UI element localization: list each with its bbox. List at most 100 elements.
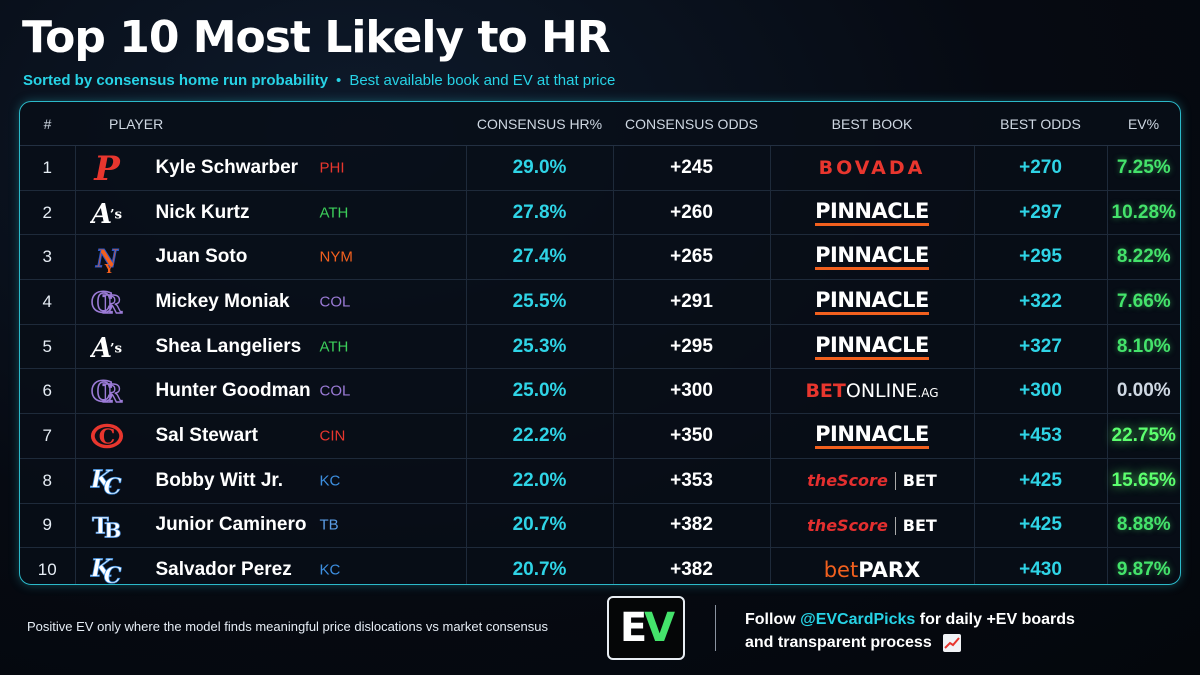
svg-text:K: K bbox=[90, 464, 114, 493]
thescore-logo-part: BET bbox=[902, 515, 937, 535]
ev-cell: 8.10% bbox=[1106, 323, 1180, 369]
svg-text:B: B bbox=[103, 517, 121, 542]
svg-text:A: A bbox=[90, 199, 112, 229]
col-header-rank: # bbox=[20, 102, 75, 146]
best-book-cell: PINNACLE bbox=[769, 189, 974, 235]
best-odds-cell: +297 bbox=[973, 189, 1107, 235]
thescore-logo-divider bbox=[894, 472, 896, 491]
thescore-logo-divider bbox=[894, 517, 896, 536]
best-book-cell: PINNACLE bbox=[769, 279, 974, 325]
svg-text:N: N bbox=[95, 244, 119, 273]
ev-cell: 9.87% bbox=[1106, 547, 1180, 584]
player-name: Bobby Witt Jr. bbox=[155, 469, 284, 491]
pinnacle-logo: PINNACLE bbox=[815, 200, 929, 226]
player-name: Nick Kurtz bbox=[155, 201, 250, 223]
team-abbr: COL bbox=[319, 382, 351, 400]
best-odds-cell: +425 bbox=[973, 457, 1107, 503]
ev-cell: 8.88% bbox=[1106, 502, 1180, 548]
best-odds-cell: +270 bbox=[973, 145, 1107, 191]
player-cell: A’s Nick Kurtz ATH bbox=[74, 189, 466, 235]
consensus-hr-cell: 20.7% bbox=[465, 547, 613, 584]
ev-logo-e: E bbox=[619, 605, 647, 651]
svg-text:C: C bbox=[98, 424, 115, 449]
player-cell: K C Salvador Perez KC bbox=[74, 547, 466, 584]
team-abbr: NYM bbox=[319, 248, 353, 266]
rank-cell: 3 bbox=[20, 234, 75, 280]
svg-text:P: P bbox=[93, 151, 121, 185]
betonline-logo-part: BET bbox=[805, 380, 846, 403]
ev-cell: 7.25% bbox=[1106, 145, 1180, 191]
footer-divider bbox=[715, 605, 716, 651]
col-header-ev: EV% bbox=[1107, 102, 1180, 146]
betonline-logo-part: ONLINE bbox=[845, 380, 918, 403]
follow-suffix: for daily +EV boards bbox=[919, 611, 1075, 628]
svg-text:K: K bbox=[90, 554, 114, 583]
best-book-cell: BETONLINE.AG bbox=[769, 368, 974, 414]
betonline-logo: BETONLINE.AG bbox=[805, 380, 938, 402]
player-cell: K C Bobby Witt Jr. KC bbox=[74, 457, 466, 503]
best-book-cell: theScore BET bbox=[769, 502, 974, 548]
phillies-logo: P bbox=[90, 151, 124, 185]
page-title: Top 10 Most Likely to HR bbox=[22, 12, 611, 63]
ev-cell: 22.75% bbox=[1106, 413, 1180, 459]
consensus-odds-cell: +350 bbox=[612, 413, 770, 459]
subtitle-separator: • bbox=[336, 72, 342, 89]
player-cell: P Kyle Schwarber PHI bbox=[74, 145, 466, 191]
rank-cell: 10 bbox=[20, 547, 75, 584]
consensus-odds-cell: +265 bbox=[612, 234, 770, 280]
ev-cell: 10.28% bbox=[1106, 189, 1180, 235]
best-book-cell: BOVADA bbox=[769, 145, 974, 191]
best-odds-cell: +322 bbox=[973, 279, 1107, 325]
consensus-odds-cell: +382 bbox=[612, 502, 770, 548]
best-odds-cell: +453 bbox=[973, 413, 1107, 459]
player-name: Shea Langeliers bbox=[155, 335, 302, 357]
consensus-odds-cell: +300 bbox=[612, 368, 770, 414]
rank-cell: 1 bbox=[20, 145, 75, 191]
svg-text:’s: ’s bbox=[109, 340, 121, 356]
table-row: 10 K C Salvador Perez KC 20.7% +382 betPARX +430… bbox=[20, 547, 1180, 584]
consensus-hr-cell: 29.0% bbox=[465, 145, 613, 191]
rank-cell: 4 bbox=[20, 279, 75, 325]
ev-cell: 0.00% bbox=[1106, 368, 1180, 414]
consensus-odds-cell: +382 bbox=[612, 547, 770, 584]
team-abbr: TB bbox=[319, 516, 339, 534]
rank-cell: 5 bbox=[20, 323, 75, 369]
thescore-bet-logo: theScore BET bbox=[807, 471, 937, 491]
table-row: 7 C Sal Stewart CIN 22.2% +350 PINNACLE +453 22.… bbox=[20, 413, 1180, 459]
betparx-logo-part: bet bbox=[823, 558, 859, 583]
table-row: 5 A’s Shea Langeliers ATH 25.3% +295 PINNACLE +… bbox=[20, 323, 1180, 369]
best-odds-cell: +425 bbox=[973, 502, 1107, 548]
rank-cell: 9 bbox=[20, 502, 75, 548]
team-abbr: PHI bbox=[319, 159, 345, 177]
table-header-row: # PLAYER CONSENSUS HR% CONSENSUS ODDS BE… bbox=[20, 102, 1180, 146]
follow-line2: and transparent process bbox=[745, 634, 932, 651]
table-row: 4 C R Mickey Moniak COL 25.5% +291 PINNACLE +322… bbox=[20, 279, 1180, 325]
consensus-odds-cell: +245 bbox=[612, 145, 770, 191]
thescore-logo-part: BET bbox=[902, 470, 937, 490]
svg-text:C: C bbox=[103, 474, 121, 498]
consensus-hr-cell: 27.4% bbox=[465, 234, 613, 280]
player-cell: A’s Shea Langeliers ATH bbox=[74, 323, 466, 369]
consensus-odds-cell: +353 bbox=[612, 457, 770, 503]
best-book-cell: theScore BET bbox=[769, 457, 974, 503]
best-book-cell: PINNACLE bbox=[769, 413, 974, 459]
table-row: 3 N Y Juan Soto NYM 27.4% +265 PINNACLE +295 8.22… bbox=[20, 234, 1180, 280]
consensus-hr-cell: 20.7% bbox=[465, 502, 613, 548]
svg-text:C: C bbox=[90, 286, 112, 318]
thescore-bet-logo: theScore BET bbox=[807, 516, 937, 536]
team-abbr: ATH bbox=[319, 204, 349, 222]
twitter-handle-link[interactable]: @EVCardPicks bbox=[800, 611, 916, 628]
consensus-hr-cell: 22.0% bbox=[465, 457, 613, 503]
player-cell: N Y Juan Soto NYM bbox=[74, 234, 466, 280]
player-cell: C R Hunter Goodman COL bbox=[74, 368, 466, 414]
consensus-hr-cell: 25.0% bbox=[465, 368, 613, 414]
team-abbr: CIN bbox=[319, 427, 346, 445]
team-abbr: KC bbox=[319, 472, 341, 490]
bovada-logo: BOVADA bbox=[818, 156, 926, 179]
pinnacle-logo: PINNACLE bbox=[815, 334, 929, 360]
